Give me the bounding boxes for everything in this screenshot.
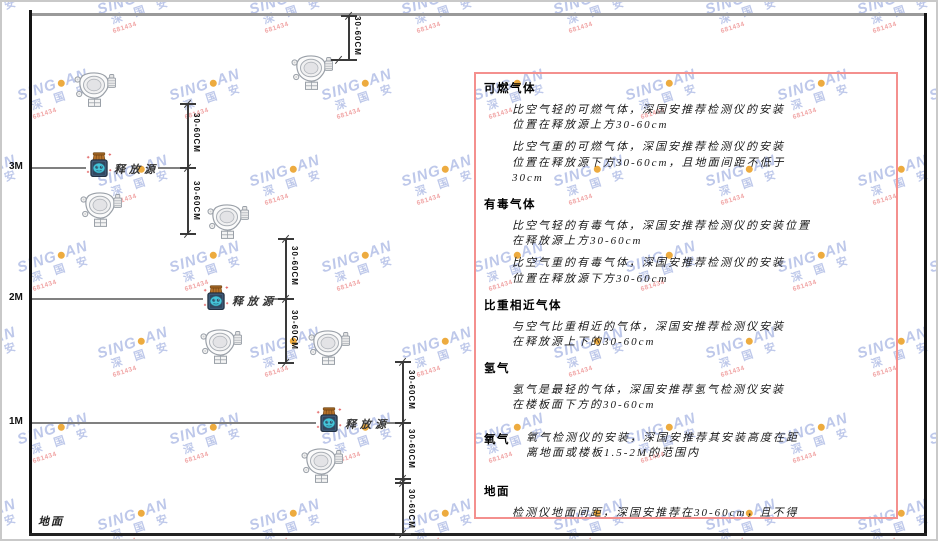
release-source-icon (86, 151, 112, 179)
dimension-tick (395, 361, 411, 363)
section-toxic-gas: 有毒气体 比空气轻的有毒气体，深国安推荐检测仪的安装位置 在释放源上方30-60… (484, 196, 886, 287)
section-hydrogen: 氢气 氢气是最轻的气体，深国安推荐氢气检测仪安装 在楼板面下方的30-60cm (484, 360, 886, 413)
level-line-1m (32, 422, 316, 424)
section-heading: 氢气 (484, 363, 510, 376)
dimension-rule (402, 361, 404, 533)
section-heading: 有毒气体 (484, 199, 536, 212)
section-flammable-gas: 可燃气体 比空气轻的可燃气体，深国安推荐检测仪的安装 位置在释放源上方30-60… (484, 80, 886, 186)
ground-line (29, 533, 927, 536)
gas-detector-icon (301, 447, 343, 483)
section-paragraph: 比空气重的有毒气体，深国安推荐检测仪的安装 位置在释放源下方30-60cm (512, 257, 785, 285)
dimension-tick (395, 478, 411, 480)
section-paragraph: 氢气是最轻的气体，深国安推荐氢气检测仪安装 在楼板面下方的30-60cm (512, 384, 785, 412)
section-similar-density-gas: 比重相近气体 与空气比重相近的气体，深国安推荐检测仪安装 在释放源上下的30-6… (484, 297, 886, 350)
section-ground: 地面 检测仪地面间距，深国安推荐在30-60cm，且不得 小于30cm，因为过低… (484, 483, 886, 519)
dimension-label: 30-60CM (191, 181, 201, 221)
gas-detector-icon (74, 71, 116, 107)
section-heading: 可燃气体 (484, 83, 536, 95)
dimension-label: 30-60CM (406, 370, 416, 410)
dimension-label: 30-60CM (191, 113, 201, 153)
dimension-tick (395, 422, 411, 424)
dimension-tick (341, 15, 357, 17)
ceiling-line (30, 13, 925, 16)
release-source-icon (203, 284, 229, 312)
section-paragraph: 与空气比重相近的气体，深国安推荐检测仪安装 在释放源上下的30-60cm (512, 320, 785, 349)
gas-detector-icon (200, 328, 242, 364)
section-paragraph: 比空气轻的有毒气体，深国安推荐检测仪的安装位置 在释放源上方30-60cm (512, 220, 811, 248)
dimension-rule (348, 15, 350, 59)
section-paragraph: 比空气重的可燃气体，深国安推荐检测仪的安装 位置在释放源下方30-60cm，且地… (512, 141, 786, 184)
height-label-3m: 3M (9, 161, 23, 172)
dimension-label: 30-60CM (289, 246, 299, 286)
left-wall-line (29, 10, 32, 536)
release-source-label: 释放源 (232, 296, 277, 308)
right-wall-line (924, 13, 927, 536)
dimension-label: 30-60CM (406, 489, 416, 529)
dimension-tick (278, 362, 294, 364)
section-paragraph: 比空气轻的可燃气体，深国安推荐检测仪的安装 位置在释放源上方30-60cm (512, 104, 785, 132)
dimension-tick (180, 167, 196, 169)
release-source-icon (316, 406, 342, 434)
dimension-tick (278, 298, 294, 300)
dimension-rule (285, 238, 287, 362)
section-heading: 地面 (484, 486, 510, 499)
dimension-tick (180, 103, 196, 105)
section-oxygen: 氧气 氧气检测仪的安装，深国安推荐其安装高度在距 离地面或楼板1.5-2M的范围… (484, 421, 886, 461)
section-heading: 比重相近气体 (484, 299, 562, 312)
gas-detector-icon (308, 329, 350, 365)
gas-detector-icon (291, 54, 333, 90)
release-source-label: 释放源 (345, 419, 390, 431)
info-panel: 可燃气体 比空气轻的可燃气体，深国安推荐检测仪的安装 位置在释放源上方30-60… (474, 72, 898, 519)
section-paragraph: 氧气检测仪的安装，深国安推荐其安装高度在距 离地面或楼板1.5-2M的范围内 (526, 431, 799, 459)
ground-label: 地面 (38, 516, 64, 528)
height-label-2m: 2M (9, 292, 23, 303)
dimension-label: 30-60CM (352, 16, 362, 56)
dimension-tick (180, 233, 196, 235)
height-label-1m: 1M (9, 416, 23, 427)
section-paragraph: 检测仪地面间距，深国安推荐在30-60cm，且不得 小于30cm，因为过低容易水… (512, 507, 799, 519)
dimension-label: 30-60CM (289, 310, 299, 350)
dimension-tick (395, 533, 411, 535)
dimension-tick (278, 238, 294, 240)
level-line-3m (32, 167, 86, 169)
gas-detector-icon (80, 191, 122, 227)
level-line-2m (32, 298, 203, 300)
dimension-tick (331, 59, 357, 61)
dimension-tick (395, 482, 411, 484)
section-heading: 氧气 (484, 433, 510, 446)
dimension-label: 30-60CM (406, 429, 416, 469)
gas-detector-icon (207, 203, 249, 239)
level-line-3m-right (158, 167, 188, 169)
release-source-label: 释放源 (114, 164, 159, 176)
